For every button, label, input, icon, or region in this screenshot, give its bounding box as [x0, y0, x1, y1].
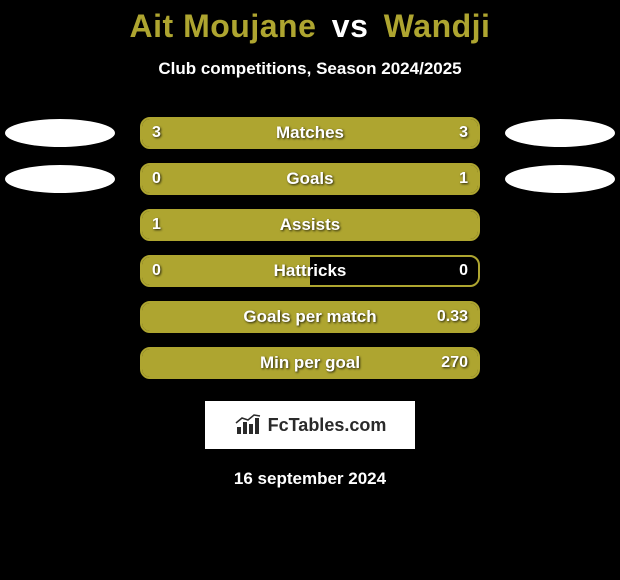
player1-badge	[5, 165, 115, 193]
stat-right-value: 0.33	[437, 301, 468, 333]
stat-label: Matches	[140, 117, 480, 149]
stat-row: Matches3 3	[0, 117, 620, 149]
player1-name: Ait Moujane	[130, 8, 317, 44]
stat-left-value: 0	[152, 255, 161, 287]
stat-right-value: 1	[459, 163, 468, 195]
stats-rows: Matches33Goals01Assists1Hattricks00Goals…	[0, 117, 620, 379]
vs-separator: vs	[332, 8, 369, 44]
comparison-infographic: Ait Moujane vs Wandji Club competitions,…	[0, 0, 620, 489]
stat-left-value: 3	[152, 117, 161, 149]
stat-row: Hattricks0 0	[0, 255, 620, 287]
stat-left-value: 1	[152, 209, 161, 241]
subtitle: Club competitions, Season 2024/2025	[0, 59, 620, 79]
stat-label: Hattricks	[140, 255, 480, 287]
stat-right-value: 0	[459, 255, 468, 287]
stat-row: Goals per match0.33	[0, 301, 620, 333]
player2-badge	[505, 119, 615, 147]
stat-label: Assists	[140, 209, 480, 241]
stat-right-value: 270	[441, 347, 468, 379]
page-title: Ait Moujane vs Wandji	[0, 8, 620, 45]
stat-label: Goals per match	[140, 301, 480, 333]
player1-badge	[5, 119, 115, 147]
stat-row: Min per goal270	[0, 347, 620, 379]
stat-label: Goals	[140, 163, 480, 195]
player2-name: Wandji	[384, 8, 491, 44]
stat-label: Min per goal	[140, 347, 480, 379]
stat-right-value: 3	[459, 117, 468, 149]
brand-chart-icon	[234, 413, 262, 437]
stat-row: Assists1	[0, 209, 620, 241]
date-text: 16 september 2024	[0, 469, 620, 489]
stat-left-value: 0	[152, 163, 161, 195]
brand-text: FcTables.com	[268, 415, 387, 436]
stat-row: Goals0 1	[0, 163, 620, 195]
player2-badge	[505, 165, 615, 193]
brand-badge: FcTables.com	[205, 401, 415, 449]
